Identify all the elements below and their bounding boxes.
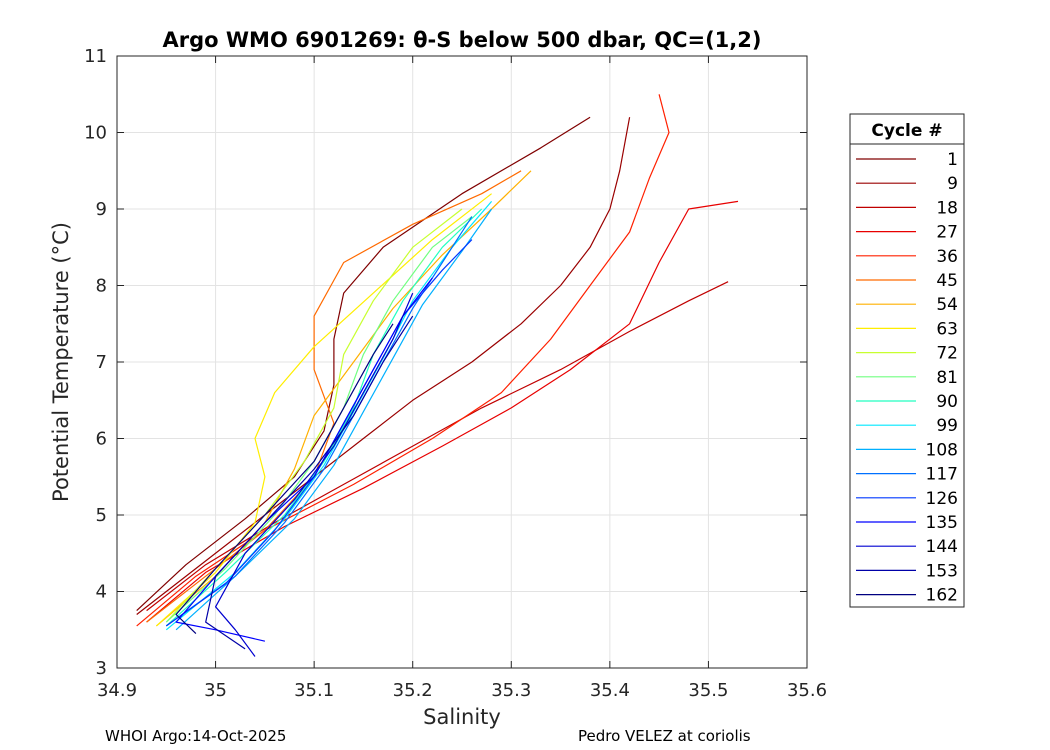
- legend-label-153: 153: [926, 561, 958, 581]
- legend-label-9: 9: [947, 174, 958, 194]
- legend-label-1: 1: [947, 150, 958, 170]
- cycle-trace-45: [146, 170, 522, 623]
- cycle-trace-162: [175, 323, 394, 635]
- y-tick-label: 10: [84, 123, 107, 144]
- legend-label-90: 90: [936, 392, 958, 412]
- legend-label-72: 72: [936, 344, 958, 364]
- y-tick-label: 11: [84, 46, 107, 67]
- legend-label-54: 54: [936, 295, 958, 315]
- legend: Cycle # 19182736455463728190991081171261…: [849, 113, 965, 608]
- legend-label-81: 81: [936, 368, 958, 388]
- cycle-trace-18: [146, 281, 729, 612]
- cycle-trace-144: [215, 292, 414, 657]
- y-axis-ticks: 3 4 5 6 7 8 9 10 11: [84, 46, 807, 679]
- legend-label-144: 144: [926, 537, 958, 557]
- chart-title: Argo WMO 6901269: θ-S below 500 dbar, QC…: [163, 28, 762, 52]
- legend-label-135: 135: [926, 513, 958, 533]
- footer-right: Pedro VELEZ at coriolis: [578, 727, 751, 745]
- cycle-trace-135: [175, 277, 433, 642]
- x-axis-title: Salinity: [423, 705, 501, 729]
- x-tick-label: 35: [204, 680, 227, 701]
- legend-title: Cycle #: [871, 121, 942, 141]
- y-tick-label: 3: [96, 658, 107, 679]
- legend-label-63: 63: [936, 319, 958, 339]
- cycle-trace-27: [146, 200, 739, 623]
- legend-label-18: 18: [936, 198, 958, 218]
- x-tick-label: 35.4: [590, 680, 630, 701]
- x-tick-label: 35.1: [294, 680, 334, 701]
- x-tick-label: 34.9: [97, 680, 137, 701]
- cycle-trace-1: [136, 116, 591, 612]
- footer-left: WHOI Argo:14-Oct-2025: [105, 727, 286, 745]
- plot-area: 34.9 35 35.1 35.2 35.3 35.4 35.5 35.6 3 4 5 6 7 8 9 10…: [84, 46, 827, 701]
- x-tick-label: 35.2: [393, 680, 433, 701]
- legend-label-126: 126: [926, 489, 958, 509]
- y-tick-label: 8: [96, 276, 107, 297]
- x-tick-label: 35.5: [688, 680, 728, 701]
- legend-label-108: 108: [926, 440, 958, 460]
- y-tick-label: 9: [96, 199, 107, 220]
- y-tick-label: 7: [96, 352, 107, 373]
- legend-label-162: 162: [926, 586, 958, 606]
- y-tick-label: 6: [96, 429, 107, 450]
- cycle-trace-108: [175, 208, 493, 631]
- y-tick-label: 5: [96, 505, 107, 526]
- x-tick-label: 35.6: [787, 680, 827, 701]
- legend-label-99: 99: [936, 416, 958, 436]
- cycle-trace-153: [205, 315, 414, 650]
- profile-traces: [136, 94, 739, 657]
- legend-entries: 1 9 18 27 36 45 54 63 72 81 90 99 108 117 126 135 144 153…: [856, 150, 958, 606]
- legend-label-117: 117: [926, 465, 958, 485]
- legend-label-36: 36: [936, 247, 958, 267]
- legend-box: [849, 113, 965, 608]
- y-axis-title: Potential Temperature (°C): [49, 222, 73, 502]
- legend-label-27: 27: [936, 223, 958, 243]
- x-axis-ticks: 34.9 35 35.1 35.2 35.3 35.4 35.5 35.6: [97, 56, 827, 701]
- y-tick-label: 4: [96, 582, 107, 603]
- legend-label-45: 45: [936, 271, 958, 291]
- x-tick-label: 35.3: [491, 680, 531, 701]
